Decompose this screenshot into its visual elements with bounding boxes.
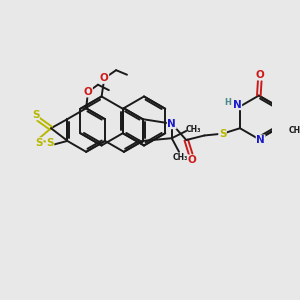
Text: O: O [84,87,92,97]
Text: O: O [255,70,264,80]
Text: N: N [167,119,176,129]
Text: O: O [187,155,196,165]
Text: CH₃: CH₃ [186,124,201,134]
Text: S: S [32,110,39,120]
Text: N: N [256,135,265,145]
Text: H: H [224,98,231,107]
Text: CH₃: CH₃ [173,153,189,162]
Text: S: S [46,138,54,148]
Text: S: S [35,138,43,148]
Text: CH₃: CH₃ [289,127,300,136]
Text: N: N [233,100,242,110]
Text: O: O [100,73,109,83]
Text: S: S [219,129,226,139]
